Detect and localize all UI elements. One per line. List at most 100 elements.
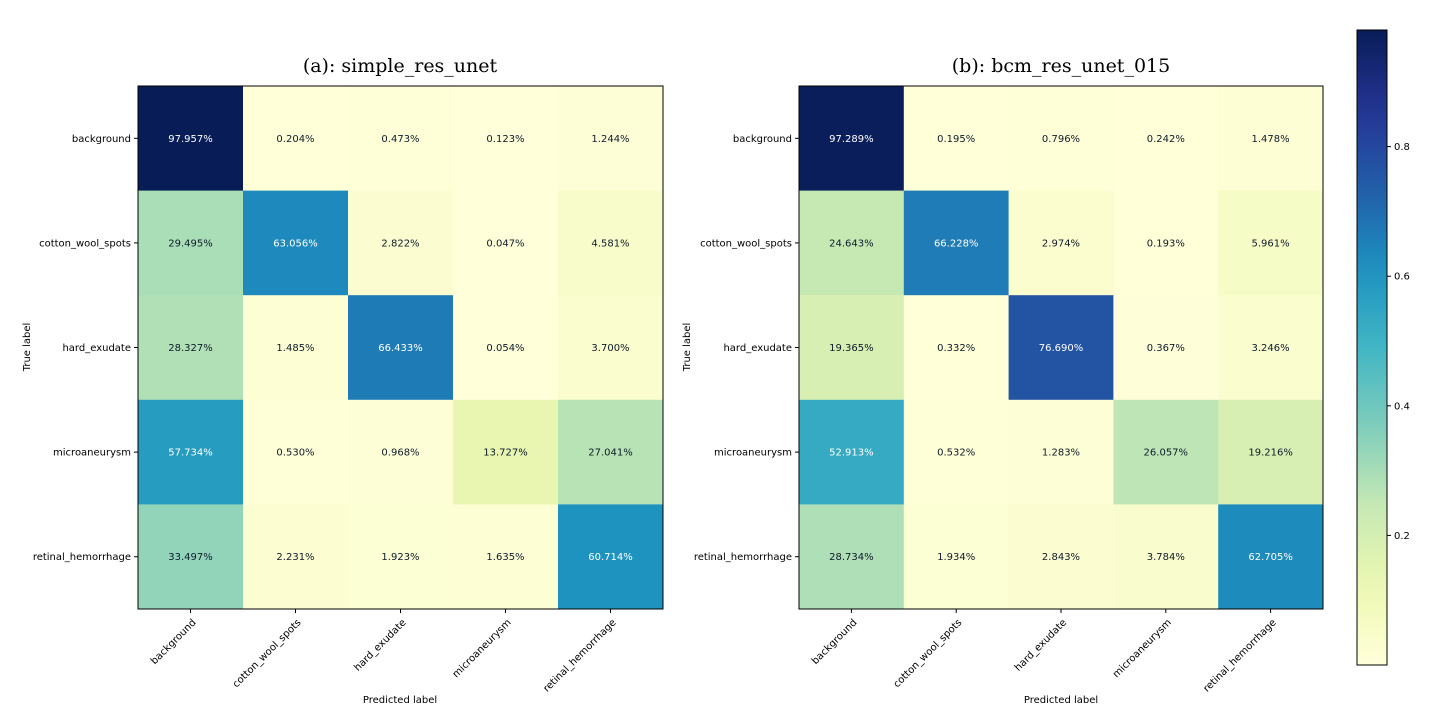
panel-a-x-ticks: background cotton_wool_spots hard_exudate m…	[149, 609, 619, 695]
cell-value-label: 66.433%	[378, 343, 423, 354]
heatmap-cell	[1113, 504, 1219, 610]
heatmap-cell	[799, 399, 905, 505]
cell-value-label: 97.957%	[168, 134, 213, 145]
colorbar: 0.2 0.4 0.6 0.8	[1356, 29, 1410, 666]
heatmap-cell	[243, 399, 349, 505]
heatmap-cell	[243, 295, 349, 401]
cell-value-label: 2.843%	[1042, 552, 1080, 563]
heatmap-cell	[558, 190, 664, 296]
heatmap-cell	[453, 399, 559, 505]
colorbar-tick-label: 0.8	[1394, 142, 1410, 153]
heatmap-cell	[558, 86, 664, 192]
x-tick-label: retinal_hemorrhage	[1202, 617, 1279, 694]
cell-value-label: 63.056%	[273, 238, 318, 249]
cell-value-label: 0.532%	[937, 448, 975, 459]
cell-value-label: 2.231%	[276, 552, 314, 563]
heatmap-cell	[453, 190, 559, 296]
heatmap-cell	[453, 504, 559, 610]
panel-b-x-axis-label: Predicted label	[1024, 695, 1098, 706]
heatmap-cell	[1218, 399, 1324, 505]
colorbar-frame	[1356, 29, 1388, 666]
cell-value-label: 1.478%	[1252, 134, 1290, 145]
heatmap-cell	[558, 504, 664, 610]
cell-value-label: 19.365%	[829, 343, 874, 354]
panel-b-title: (b): bcm_res_unet_015	[952, 55, 1170, 77]
heatmap-cell	[1113, 190, 1219, 296]
panel-a-x-axis-label: Predicted label	[363, 695, 437, 706]
y-tick-label: microaneurysm	[53, 448, 131, 459]
cell-value-label: 52.913%	[829, 448, 874, 459]
heatmap-cell	[558, 399, 664, 505]
heatmap-cell	[903, 295, 1010, 401]
cell-value-label: 0.530%	[276, 448, 314, 459]
cell-value-label: 2.974%	[1042, 238, 1080, 249]
heatmap-cell	[243, 504, 349, 610]
panel-b-cells: 97.289% 0.195% 0.796% 0.242% 1.478% 24.643% 66…	[799, 86, 1324, 610]
heatmap-cell	[903, 86, 1010, 192]
y-tick-label: hard_exudate	[723, 343, 792, 354]
cell-value-label: 27.041%	[588, 448, 633, 459]
heatmap-cell	[799, 295, 905, 401]
panel-b-x-ticks: background cotton_wool_spots hard_exudate m…	[810, 609, 1279, 695]
cell-value-label: 1.934%	[937, 552, 975, 563]
heatmap-cell	[903, 399, 1010, 505]
cell-value-label: 33.497%	[168, 552, 213, 563]
cell-value-label: 28.327%	[168, 343, 213, 354]
heatmap-cell	[1008, 86, 1114, 192]
cell-value-label: 66.228%	[934, 238, 979, 249]
heatmap-cell	[903, 190, 1010, 296]
cell-value-label: 1.244%	[591, 134, 629, 145]
y-tick-label: background	[72, 134, 131, 145]
x-tick-label: cotton_wool_spots	[892, 617, 965, 690]
cell-value-label: 29.495%	[168, 238, 213, 249]
cell-value-label: 0.123%	[486, 134, 524, 145]
heatmap-cell	[348, 399, 454, 505]
cell-value-label: 76.690%	[1039, 343, 1084, 354]
x-tick-label: cotton_wool_spots	[231, 617, 304, 690]
heatmap-cell	[138, 295, 244, 401]
heatmap-cell	[1218, 86, 1324, 192]
panel-b: (b): bcm_res_unet_015 97.289% 0.195% 0.796…	[682, 55, 1324, 706]
cell-value-label: 1.283%	[1042, 448, 1080, 459]
x-tick-label: hard_exudate	[352, 617, 408, 673]
x-tick-label: hard_exudate	[1013, 617, 1069, 673]
cell-value-label: 0.195%	[937, 134, 975, 145]
x-tick-label: background	[810, 617, 860, 667]
cell-value-label: 1.485%	[276, 343, 314, 354]
heatmap-cell	[453, 295, 559, 401]
x-tick-label: microaneurysm	[1111, 617, 1174, 680]
panel-a-cells: 97.957% 0.204% 0.473% 0.123% 1.244% 29.495% 63…	[138, 86, 664, 610]
y-tick-label: background	[733, 134, 792, 145]
heatmap-cell	[453, 86, 559, 192]
cell-value-label: 0.193%	[1147, 238, 1185, 249]
y-tick-label: retinal_hemorrhage	[694, 552, 792, 563]
y-tick-label: cotton_wool_spots	[39, 238, 131, 249]
panel-a-y-ticks: background cotton_wool_spots hard_exudatem…	[33, 134, 138, 563]
heatmap-cell	[1113, 399, 1219, 505]
cell-value-label: 0.242%	[1147, 134, 1185, 145]
colorbar-tick-label: 0.6	[1394, 272, 1410, 283]
cell-value-label: 0.367%	[1147, 343, 1185, 354]
heatmap-cell	[348, 190, 454, 296]
heatmap-cell	[1218, 504, 1324, 610]
x-tick-label: retinal_hemorrhage	[541, 617, 618, 694]
cell-value-label: 0.968%	[381, 448, 419, 459]
heatmap-cell	[348, 504, 454, 610]
heatmap-cell	[1008, 399, 1114, 505]
cell-value-label: 1.635%	[486, 552, 524, 563]
heatmap-cell	[558, 295, 664, 401]
cell-value-label: 62.705%	[1248, 552, 1293, 563]
heatmap-cell	[1008, 295, 1114, 401]
cell-value-label: 3.784%	[1147, 552, 1185, 563]
heatmap-cell	[799, 190, 905, 296]
heatmap-cell	[138, 86, 244, 192]
cell-value-label: 0.204%	[276, 134, 314, 145]
panel-b-y-ticks: background cotton_wool_spots hard_exudatem…	[694, 134, 799, 563]
cell-value-label: 0.054%	[486, 343, 524, 354]
cell-value-label: 0.796%	[1042, 134, 1080, 145]
cell-value-label: 13.727%	[483, 448, 528, 459]
colorbar-tick-label: 0.2	[1394, 531, 1410, 542]
cell-value-label: 28.734%	[829, 552, 874, 563]
x-tick-label: microaneurysm	[451, 617, 514, 680]
